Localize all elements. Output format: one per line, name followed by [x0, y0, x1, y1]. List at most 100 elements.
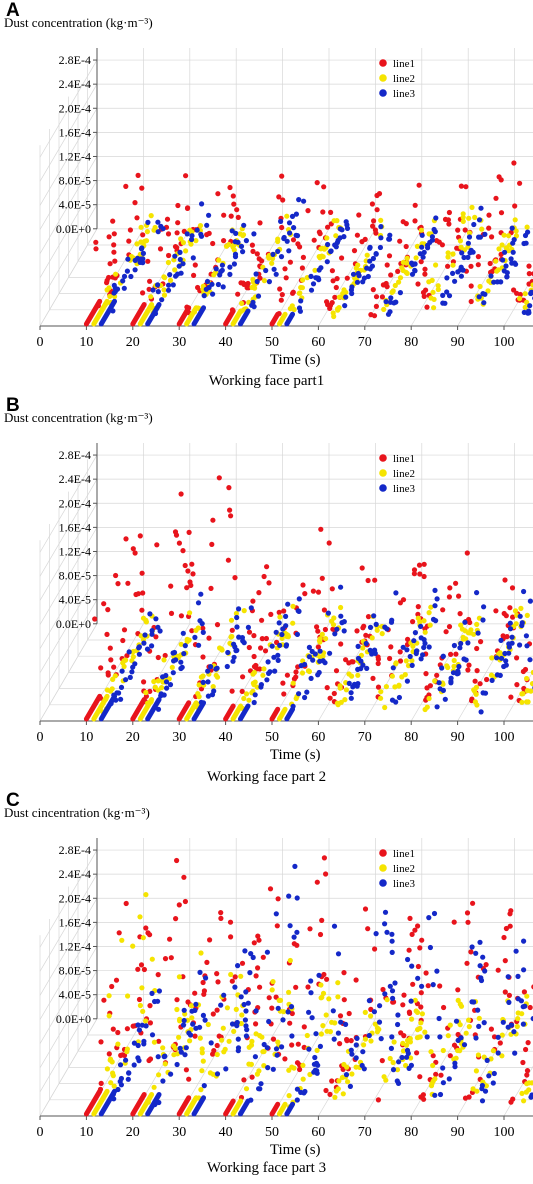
chart-caption: Working face part 3 — [206, 1160, 327, 1176]
data-point — [478, 709, 484, 715]
data-point — [294, 233, 301, 239]
data-point — [435, 286, 441, 293]
data-point — [502, 958, 508, 964]
wall-grid-line — [39, 994, 98, 1093]
data-point — [426, 695, 432, 702]
data-point — [285, 601, 291, 607]
data-point — [233, 1006, 239, 1012]
data-point — [353, 1042, 359, 1048]
data-point — [203, 975, 209, 981]
data-point — [343, 1072, 350, 1078]
data-point — [421, 293, 427, 299]
data-point — [410, 981, 416, 987]
data-point — [294, 1086, 300, 1092]
data-point — [155, 289, 161, 295]
data-point — [290, 237, 297, 243]
data-point — [507, 620, 513, 626]
data-point — [280, 1017, 286, 1023]
data-point — [420, 1092, 426, 1098]
wall-grid-line — [39, 551, 98, 649]
data-point — [481, 300, 487, 306]
data-point — [469, 204, 475, 210]
data-point — [158, 223, 164, 229]
data-point — [529, 681, 533, 687]
data-point — [260, 672, 266, 678]
data-point — [362, 906, 369, 912]
data-point — [278, 218, 284, 224]
data-point — [440, 607, 446, 613]
data-point — [200, 1012, 206, 1018]
data-point — [121, 627, 128, 633]
data-point — [508, 1099, 514, 1105]
data-point — [433, 1071, 439, 1077]
data-point — [216, 475, 222, 481]
data-point — [331, 690, 337, 697]
data-point — [162, 652, 168, 659]
wall-grid-line — [39, 898, 98, 996]
data-point — [201, 1083, 207, 1089]
z-tick-label: 2.8E-4 — [59, 53, 91, 67]
data-point — [98, 665, 104, 671]
data-point — [315, 589, 322, 595]
data-point — [469, 944, 475, 950]
data-point — [106, 1051, 112, 1057]
z-tick-label: 1.6E-4 — [59, 915, 91, 929]
x-tick-label: 70 — [358, 335, 372, 350]
data-point — [452, 1064, 458, 1070]
data-point — [188, 1003, 195, 1009]
data-point — [265, 1065, 271, 1071]
data-point — [196, 694, 202, 700]
data-point — [446, 1076, 452, 1082]
data-point — [178, 491, 184, 497]
x-tick-label: 60 — [311, 335, 325, 350]
data-point — [364, 665, 370, 671]
data-point — [233, 610, 239, 617]
data-point — [416, 562, 423, 568]
data-point — [221, 212, 227, 218]
data-point — [136, 1058, 142, 1064]
data-point — [451, 919, 457, 925]
z-tick-label: 2.0E-4 — [59, 891, 91, 905]
data-point — [135, 1022, 141, 1028]
data-point — [238, 1020, 244, 1027]
data-point — [414, 243, 420, 249]
data-point — [460, 636, 466, 642]
data-point — [481, 1054, 487, 1060]
wall-grid-line — [39, 970, 98, 1068]
data-point — [433, 262, 439, 268]
wall-grid-line — [39, 180, 98, 278]
data-point — [229, 228, 235, 234]
data-point — [243, 1033, 249, 1039]
data-bar — [284, 706, 296, 722]
data-point — [424, 1034, 430, 1040]
data-points — [83, 160, 533, 327]
data-point — [205, 1021, 211, 1028]
data-point — [340, 290, 346, 297]
data-point — [199, 1046, 205, 1052]
data-point — [273, 271, 279, 277]
data-point — [484, 1057, 490, 1063]
z-tick-label: 2.4E-4 — [59, 472, 91, 486]
data-point — [466, 1024, 472, 1030]
data-point — [245, 280, 251, 287]
x-tick-label: 80 — [404, 1125, 418, 1140]
data-point — [321, 855, 327, 861]
data-point — [474, 702, 480, 708]
data-point — [317, 1043, 323, 1049]
data-point — [172, 253, 178, 259]
data-point — [210, 240, 216, 247]
data-point — [433, 618, 439, 624]
data-point — [506, 641, 512, 647]
data-point — [119, 668, 125, 674]
data-point — [474, 1088, 480, 1094]
data-point — [141, 640, 147, 646]
data-point — [111, 249, 117, 255]
data-point — [248, 605, 254, 611]
data-point — [189, 628, 195, 634]
data-point — [306, 1046, 312, 1052]
data-point — [471, 999, 477, 1005]
data-point — [370, 287, 376, 293]
data-point — [325, 610, 331, 616]
data-point — [367, 244, 373, 250]
data-point — [424, 685, 430, 691]
